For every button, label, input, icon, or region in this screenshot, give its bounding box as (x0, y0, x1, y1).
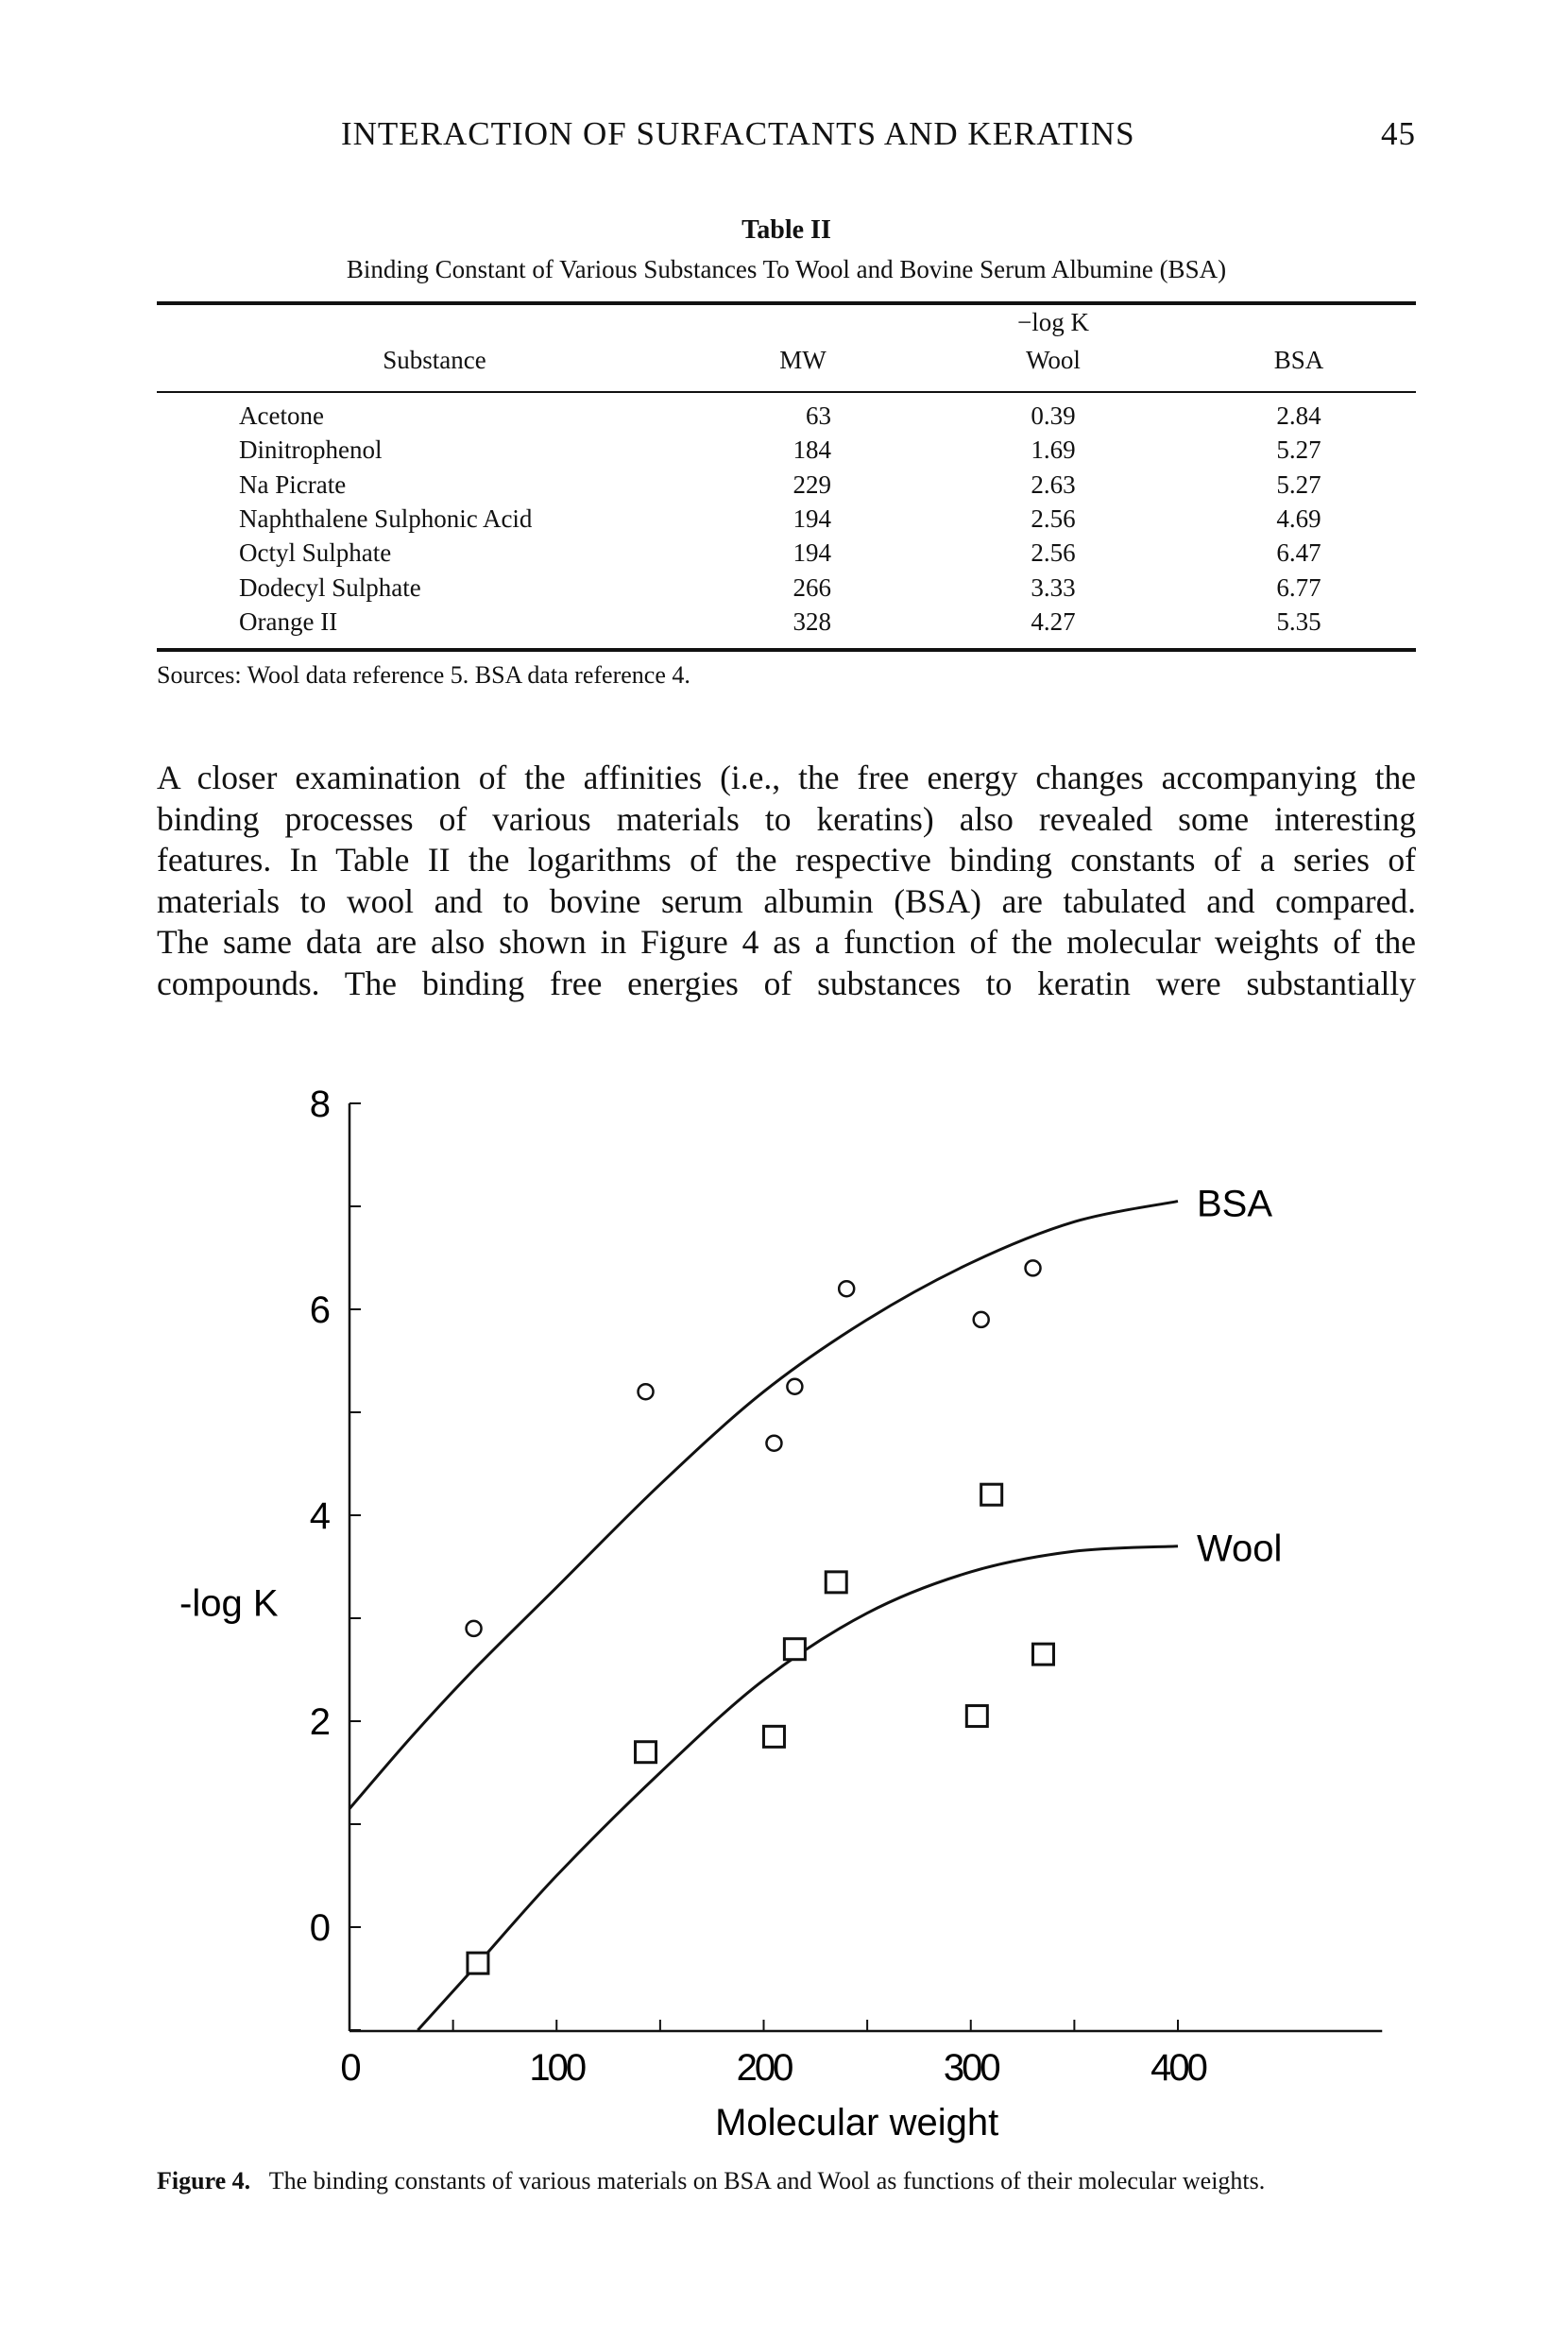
cell-mw: 63 (806, 401, 831, 430)
caption-label: Figure 4. (157, 2167, 251, 2194)
body-text-line: compounds. The binding free energies of … (157, 964, 1416, 1002)
y-tick-label: 6 (310, 1289, 331, 1331)
body-text-line: binding processes of various materials t… (157, 799, 1416, 838)
cell-substance: Acetone (239, 401, 324, 430)
group-header-logk: −log K (1017, 308, 1089, 336)
cell-bsa: 6.47 (1276, 538, 1321, 568)
y-tick-label: 0 (310, 1907, 331, 1949)
wool-data-point (964, 1704, 989, 1729)
cell-substance: Octyl Sulphate (239, 538, 392, 568)
table-subtitle: Binding Constant of Various Substances T… (346, 255, 1227, 283)
cell-wool: 2.56 (1031, 538, 1076, 568)
x-tick-label: 200 (737, 2047, 793, 2089)
cell-mw: 229 (793, 470, 832, 499)
cell-wool: 3.33 (1031, 572, 1076, 602)
table-sources: Sources: Wool data reference 5. BSA data… (157, 661, 690, 689)
y-tick-label: 8 (310, 1084, 331, 1125)
wool-data-point (761, 1724, 786, 1749)
cell-substance: Dodecyl Sulphate (239, 572, 421, 602)
cell-mw: 266 (793, 572, 832, 602)
wool-series-label: Wool (1197, 1528, 1282, 1570)
cell-wool: 2.63 (1031, 470, 1076, 499)
body-text-line: The same data are also shown in Figure 4… (157, 923, 1416, 961)
bsa-data-point (837, 1279, 856, 1298)
running-title: INTERACTION OF SURFACTANTS AND KERATINS (341, 115, 1135, 152)
figure-caption: Figure 4. The binding constants of vario… (157, 2163, 1416, 2199)
cell-bsa: 5.35 (1276, 606, 1321, 636)
table-top-rule (157, 301, 1416, 305)
cell-wool: 4.27 (1031, 606, 1076, 636)
x-axis-label: Molecular weight (715, 2102, 998, 2143)
cell-substance: Orange II (239, 606, 338, 636)
x-tick-label: 300 (944, 2047, 999, 2089)
cell-substance: Dinitrophenol (239, 435, 383, 465)
wool-fit-curve (417, 1545, 1179, 2032)
wool-data-point (466, 1951, 490, 1975)
bsa-fit-curve (348, 1200, 1179, 1810)
col-header-mw: MW (779, 346, 827, 374)
cell-mw: 194 (793, 538, 832, 568)
cell-bsa: 6.77 (1276, 572, 1321, 602)
cell-wool: 1.69 (1031, 435, 1076, 465)
cell-mw: 184 (793, 435, 832, 465)
bsa-data-point (1024, 1259, 1042, 1277)
cell-substance: Na Picrate (239, 470, 347, 499)
table-bottom-rule (157, 648, 1416, 652)
cell-wool: 0.39 (1031, 401, 1076, 430)
cell-wool: 2.56 (1031, 504, 1076, 533)
col-header-bsa: BSA (1273, 346, 1324, 374)
bsa-data-point (465, 1619, 483, 1638)
y-axis-label: -log K (179, 1583, 279, 1625)
wool-data-point (1031, 1642, 1055, 1666)
wool-data-point (980, 1482, 1004, 1507)
page-number: 45 (1381, 115, 1416, 152)
cell-bsa: 2.84 (1276, 401, 1321, 430)
body-text-line: features. In Table II the logarithms of … (157, 841, 1416, 879)
table-header-rule (157, 391, 1416, 393)
bsa-data-point (637, 1382, 655, 1401)
wool-data-point (824, 1570, 848, 1595)
wool-data-point (634, 1740, 658, 1765)
x-tick-label: 400 (1150, 2047, 1206, 2089)
x-tick-label: 100 (529, 2047, 585, 2089)
cell-bsa: 5.27 (1276, 435, 1321, 465)
figure-4-chart: 0 2 4 6 8 0 100 200 300 400 Molecular weight -log K… (179, 1084, 1383, 2143)
caption-text: The binding constants of various materia… (268, 2167, 1266, 2194)
cell-mw: 194 (793, 504, 832, 533)
wool-data-point (782, 1637, 807, 1662)
bsa-data-point (765, 1434, 783, 1452)
col-header-substance: Substance (383, 346, 486, 374)
cell-bsa: 5.27 (1276, 470, 1321, 499)
cell-mw: 328 (793, 606, 832, 636)
y-tick-label: 4 (310, 1495, 331, 1537)
bsa-data-point (786, 1377, 804, 1395)
body-text-line: materials to wool and to bovine serum al… (157, 881, 1416, 920)
col-header-wool: Wool (1026, 346, 1081, 374)
y-tick-label: 2 (310, 1701, 331, 1743)
body-text-line: A closer examination of the affinities (… (157, 759, 1416, 796)
cell-bsa: 4.69 (1276, 504, 1321, 533)
cell-substance: Naphthalene Sulphonic Acid (239, 504, 533, 533)
bsa-series-label: BSA (1197, 1184, 1272, 1225)
bsa-data-point (972, 1310, 990, 1329)
x-tick-label: 0 (340, 2047, 360, 2089)
table-title: Table II (741, 215, 831, 245)
